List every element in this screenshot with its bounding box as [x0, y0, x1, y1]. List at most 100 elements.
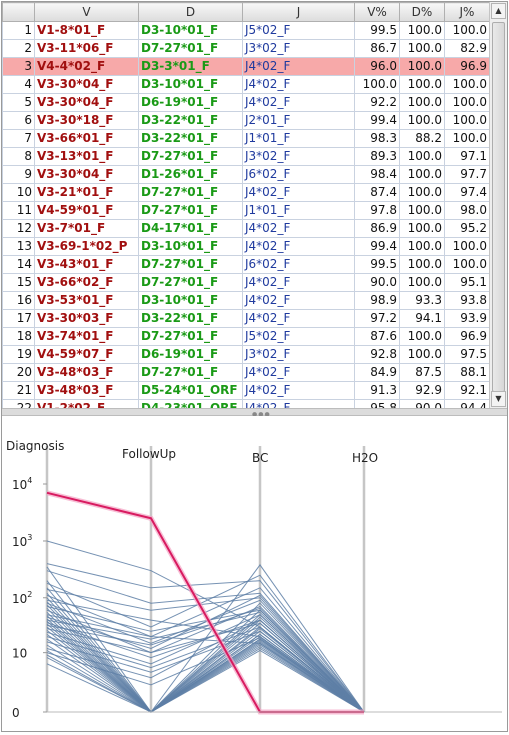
column-header-j-pct[interactable]: J%	[444, 2, 490, 22]
table-row[interactable]: 16 V3-53*01_F D3-10*01_F J4*02_F 98.9 93.3 93.…	[2, 291, 490, 310]
vertical-scrollbar[interactable]: ▲ ▼	[489, 2, 507, 408]
column-header-index[interactable]	[2, 2, 35, 22]
cell-v-gene: V3-30*04_F	[34, 75, 139, 94]
series-line	[46, 574, 365, 713]
table-row[interactable]: 11 V4-59*01_F D7-27*01_F J1*01_F 97.8 100.0 98…	[2, 201, 490, 220]
cell-row-index: 5	[2, 93, 35, 112]
cell-v-percent: 91.3	[354, 381, 400, 400]
cell-v-gene: V3-48*03_F	[34, 381, 139, 400]
table-row[interactable]: 4 V3-30*04_F D3-10*01_F J4*02_F 100.0 100.0 10…	[2, 75, 490, 94]
splitter-grip-icon[interactable]: ●●●	[252, 411, 271, 418]
arrow-up-icon[interactable]: ▲	[491, 3, 506, 19]
table-row[interactable]: 7 V3-66*01_F D3-22*01_F J1*01_F 98.3 88.2 100.…	[2, 129, 490, 148]
cell-v-percent: 92.8	[354, 345, 400, 364]
cell-row-index: 10	[2, 183, 35, 202]
cell-d-percent: 100.0	[399, 39, 445, 58]
cell-d-gene: D7-27*01_F	[138, 327, 243, 346]
cell-d-percent: 100.0	[399, 57, 445, 76]
series-line	[46, 639, 365, 713]
series-line	[46, 614, 365, 713]
column-header-v-pct[interactable]: V%	[354, 2, 400, 22]
table-row[interactable]: 9 V3-30*04_F D1-26*01_F J6*02_F 98.4 100.0 97.…	[2, 165, 490, 184]
cell-d-gene: D3-10*01_F	[138, 237, 243, 256]
cell-d-gene: D7-27*01_F	[138, 147, 243, 166]
cell-j-percent: 100.0	[444, 129, 490, 148]
cell-d-percent: 100.0	[399, 183, 445, 202]
cell-d-gene: D7-27*01_F	[138, 201, 243, 220]
arrow-down-icon[interactable]: ▼	[491, 391, 506, 407]
table-row[interactable]: 5 V3-30*04_F D6-19*01_F J4*02_F 92.2 100.0 100…	[2, 93, 490, 112]
table-row[interactable]: 13 V3-69-1*02_P D3-10*01_F J4*02_F 99.4 100.0…	[2, 237, 490, 256]
cell-row-index: 12	[2, 219, 35, 238]
pane-splitter[interactable]: ●●●	[2, 408, 507, 418]
series-line	[46, 594, 365, 713]
cell-d-gene: D7-27*01_F	[138, 255, 243, 274]
table-row[interactable]: 19 V4-59*07_F D6-19*01_F J3*02_F 92.8 100.0 97…	[2, 345, 490, 364]
cell-j-percent: 98.0	[444, 201, 490, 220]
series-line	[46, 626, 365, 713]
table-row[interactable]: 3 V4-4*02_F D3-3*01_F J4*02_F 96.0 100.0 96.9	[2, 57, 490, 76]
cell-j-percent: 95.1	[444, 273, 490, 292]
column-header-j[interactable]: J	[242, 2, 355, 22]
cell-j-percent: 88.1	[444, 363, 490, 382]
series-line	[46, 605, 365, 713]
cell-d-gene: D6-19*01_F	[138, 93, 243, 112]
cell-v-gene: V3-69-1*02_P	[34, 237, 139, 256]
cell-j-percent: 96.9	[444, 327, 490, 346]
table-row[interactable]: 6 V3-30*18_F D3-22*01_F J2*01_F 99.4 100.0 100…	[2, 111, 490, 130]
table-row[interactable]: 10 V3-21*01_F D7-27*01_F J4*02_F 87.4 100.0 97…	[2, 183, 490, 202]
cell-v-percent: 97.2	[354, 309, 400, 328]
cell-d-percent: 100.0	[399, 327, 445, 346]
cell-row-index: 19	[2, 345, 35, 364]
table-row[interactable]: 14 V3-43*01_F D7-27*01_F J6*02_F 99.5 100.0 10…	[2, 255, 490, 274]
table-row[interactable]: 22 V1-2*02_F D4-23*01_ORF J4*02_F 95.8 90.0 94…	[2, 399, 490, 408]
parallel-coordinates-chart[interactable]: Diagnosis FollowUp BC H2O 0 10 102 103 104	[2, 416, 507, 731]
axis-label-bc: BC	[252, 451, 268, 465]
cell-row-index: 17	[2, 309, 35, 328]
table-row[interactable]: 1 V1-8*01_F D3-10*01_F J5*02_F 99.5 100.0 100.…	[2, 21, 490, 40]
cell-j-gene: J5*02_F	[242, 327, 355, 346]
cell-row-index: 18	[2, 327, 35, 346]
cell-j-gene: J4*02_F	[242, 363, 355, 382]
results-table-pane: V D J V% D% J% 1 V1-8*01_F D3-10*01_F J5*02…	[2, 2, 507, 408]
cell-v-gene: V3-13*01_F	[34, 147, 139, 166]
column-header-d-pct[interactable]: D%	[399, 2, 445, 22]
cell-d-percent: 90.0	[399, 399, 445, 408]
table-row[interactable]: 2 V3-11*06_F D7-27*01_F J3*02_F 86.7 100.0 82.…	[2, 39, 490, 58]
cell-v-percent: 98.9	[354, 291, 400, 310]
series-line	[46, 611, 365, 713]
cell-j-gene: J4*02_F	[242, 93, 355, 112]
table-row[interactable]: 8 V3-13*01_F D7-27*01_F J3*02_F 89.3 100.0 97.…	[2, 147, 490, 166]
cell-d-gene: D3-10*01_F	[138, 21, 243, 40]
series-line	[46, 633, 365, 713]
cell-d-percent: 88.2	[399, 129, 445, 148]
cell-row-index: 20	[2, 363, 35, 382]
cell-j-gene: J3*02_F	[242, 147, 355, 166]
table-row[interactable]: 15 V3-66*02_F D7-27*01_F J4*02_F 90.0 100.0 95…	[2, 273, 490, 292]
cell-j-gene: J4*02_F	[242, 219, 355, 238]
cell-row-index: 2	[2, 39, 35, 58]
table-row[interactable]: 17 V3-30*03_F D3-22*01_F J4*02_F 97.2 94.1 93.…	[2, 309, 490, 328]
table-row[interactable]: 20 V3-48*03_F D7-27*01_F J4*02_F 84.9 87.5 88.…	[2, 363, 490, 382]
cell-v-percent: 99.5	[354, 21, 400, 40]
cell-j-gene: J4*02_F	[242, 291, 355, 310]
series-line	[46, 630, 365, 713]
axis-label-diagnosis: Diagnosis	[6, 439, 64, 453]
column-header-d[interactable]: D	[138, 2, 243, 22]
series-line	[46, 589, 365, 713]
table-row[interactable]: 12 V3-7*01_F D4-17*01_F J4*02_F 86.9 100.0 95.…	[2, 219, 490, 238]
table-row[interactable]: 18 V3-74*01_F D7-27*01_F J5*02_F 87.6 100.0 96…	[2, 327, 490, 346]
cell-v-percent: 92.2	[354, 93, 400, 112]
column-header-v[interactable]: V	[34, 2, 139, 22]
cell-v-percent: 95.8	[354, 399, 400, 408]
cell-v-percent: 84.9	[354, 363, 400, 382]
cell-v-gene: V1-2*02_F	[34, 399, 139, 408]
cell-j-gene: J4*02_F	[242, 57, 355, 76]
scrollbar-thumb[interactable]	[492, 22, 505, 392]
cell-row-index: 8	[2, 147, 35, 166]
cell-row-index: 9	[2, 165, 35, 184]
cell-v-gene: V3-43*01_F	[34, 255, 139, 274]
table-row[interactable]: 21 V3-48*03_F D5-24*01_ORF J4*02_F 91.3 92.9 9…	[2, 381, 490, 400]
cell-d-percent: 94.1	[399, 309, 445, 328]
cell-v-percent: 90.0	[354, 273, 400, 292]
